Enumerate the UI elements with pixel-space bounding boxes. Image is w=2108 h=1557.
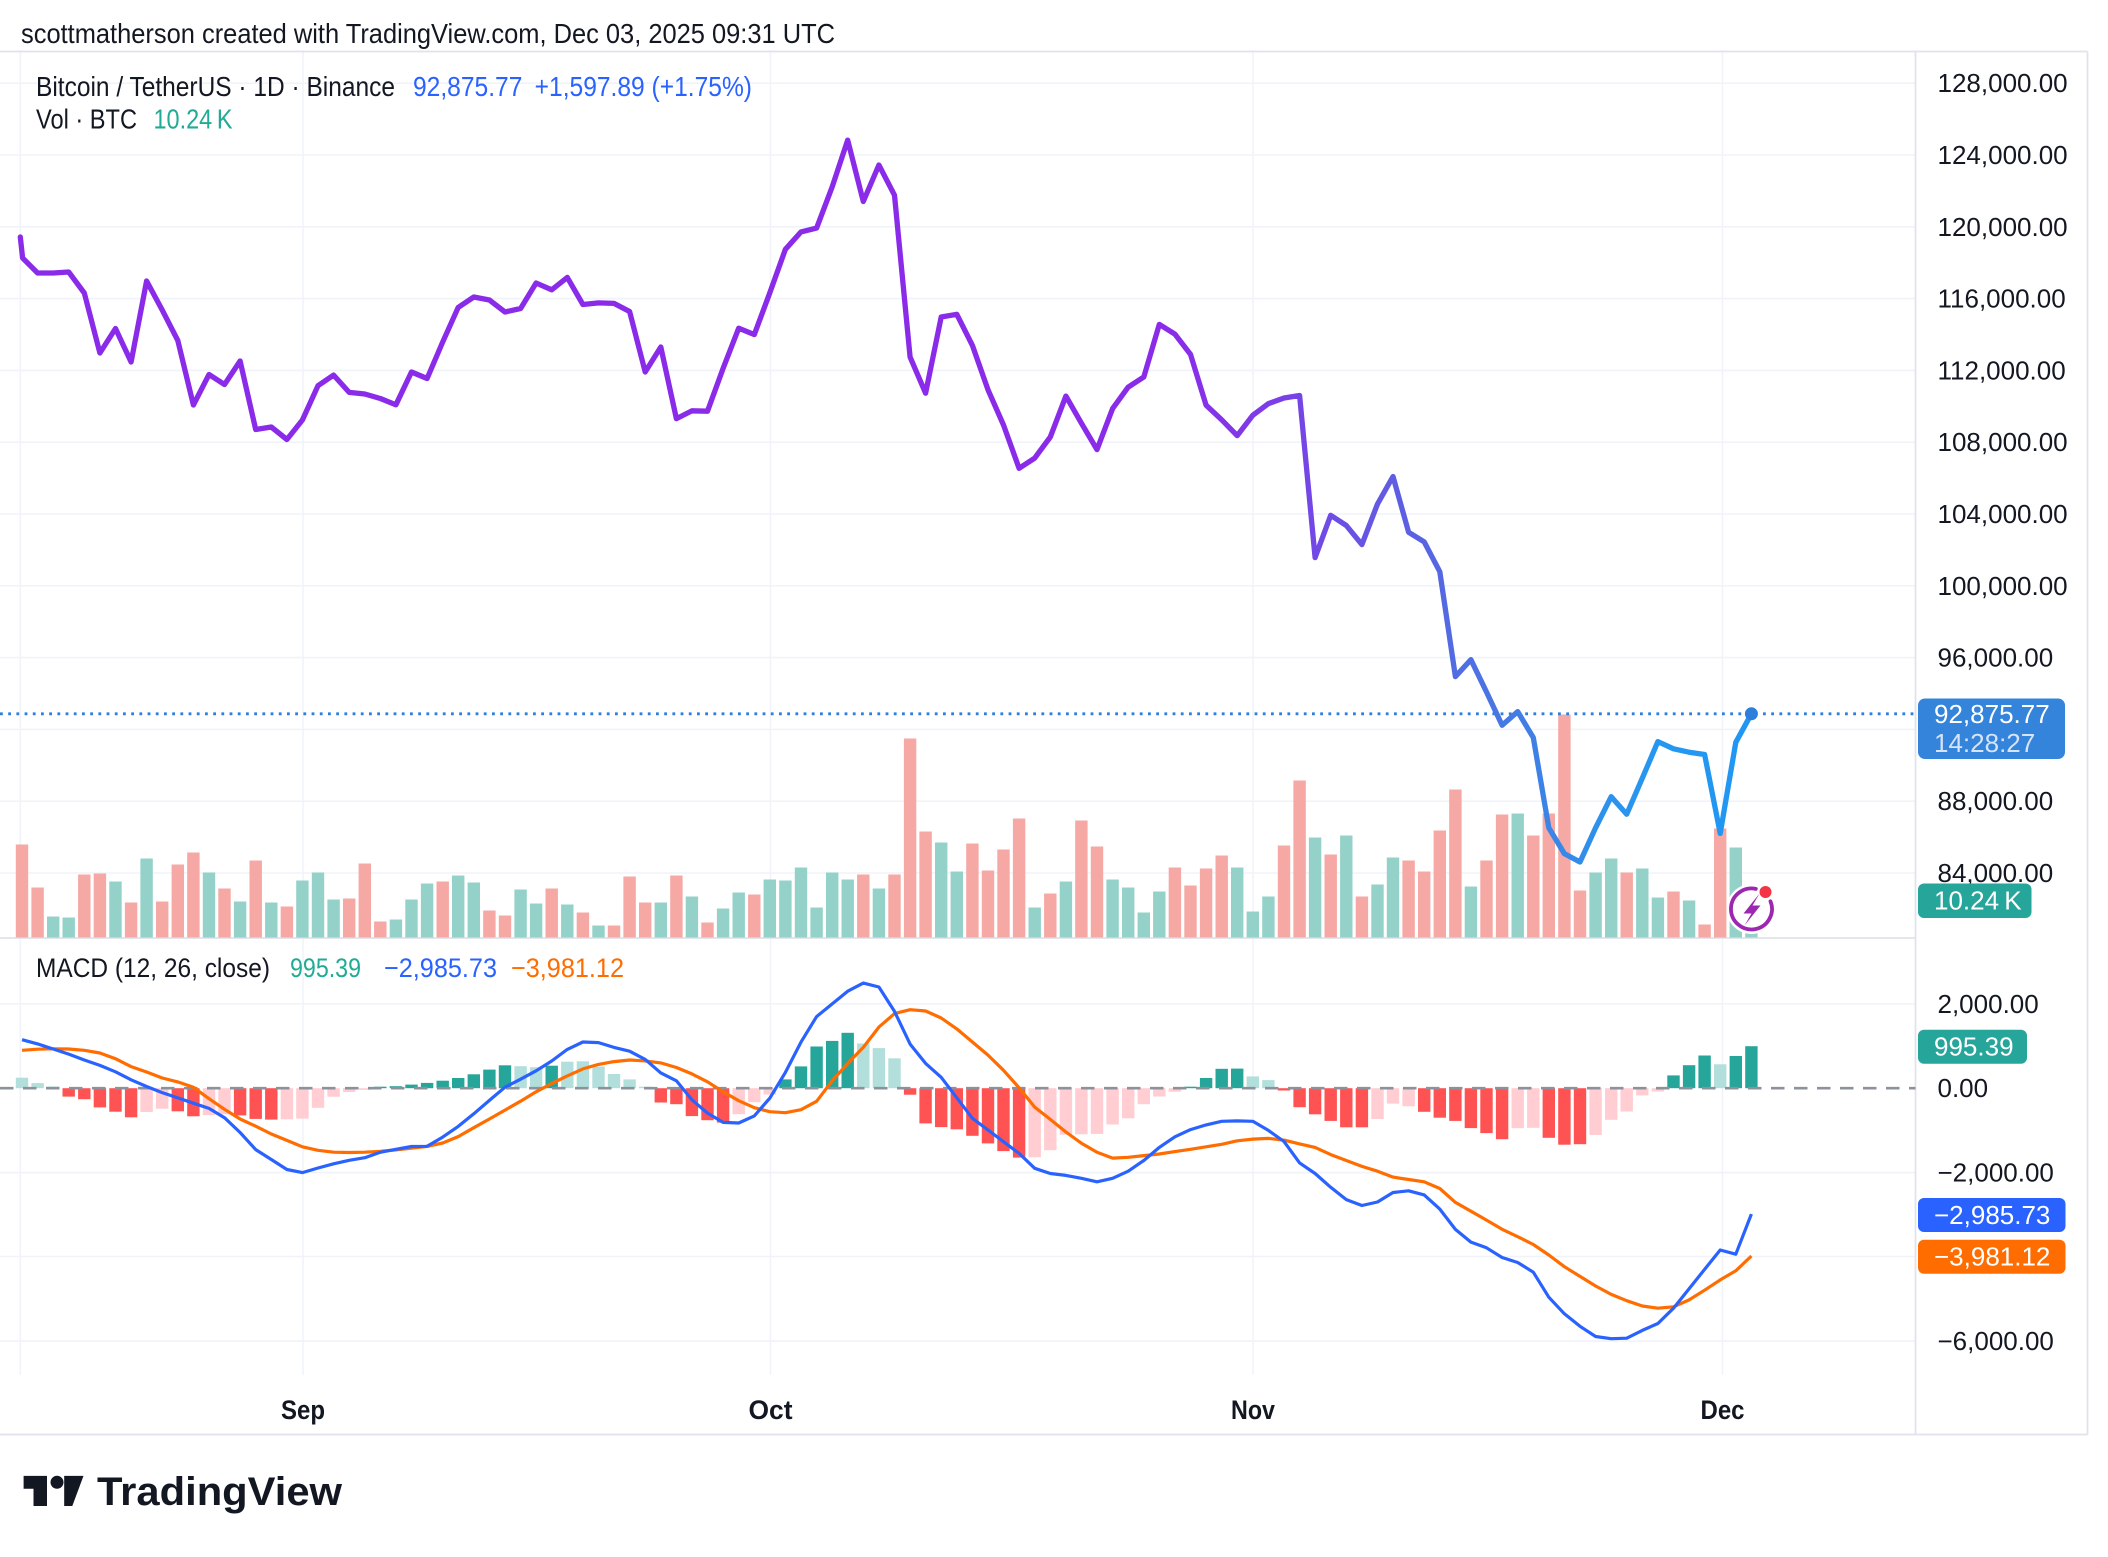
svg-text:10.24 K: 10.24 K — [1934, 886, 2022, 916]
svg-text:14:28:27: 14:28:27 — [1934, 728, 2035, 758]
svg-text:995.39: 995.39 — [1934, 1032, 2014, 1062]
svg-text:128,000.00: 128,000.00 — [1938, 68, 2068, 98]
svg-text:Bitcoin / TetherUS · 1D · Bina: Bitcoin / TetherUS · 1D · Binance — [36, 71, 395, 102]
svg-text:TradingView: TradingView — [97, 1470, 343, 1514]
svg-text:Nov: Nov — [1231, 1395, 1275, 1425]
svg-text:88,000.00: 88,000.00 — [1938, 786, 2054, 816]
svg-text:scottmatherson created with Tr: scottmatherson created with TradingView.… — [21, 18, 835, 49]
svg-text:−2,985.73: −2,985.73 — [384, 953, 497, 983]
svg-text:84,000.00: 84,000.00 — [1938, 858, 2054, 888]
svg-text:120,000.00: 120,000.00 — [1938, 212, 2068, 242]
svg-text:MACD (12, 26, close): MACD (12, 26, close) — [36, 953, 270, 983]
svg-text:−6,000.00: −6,000.00 — [1938, 1326, 2054, 1356]
svg-text:2,000.00: 2,000.00 — [1938, 989, 2039, 1019]
svg-text:100,000.00: 100,000.00 — [1938, 571, 2068, 601]
svg-text:92,875.77 +1,597.89 (+1.75%): 92,875.77 +1,597.89 (+1.75%) — [413, 71, 752, 102]
svg-text:0.00: 0.00 — [1938, 1073, 1989, 1103]
svg-text:Dec: Dec — [1701, 1395, 1745, 1425]
svg-text:−2,000.00: −2,000.00 — [1938, 1158, 2054, 1188]
svg-text:−2,985.73: −2,985.73 — [1934, 1200, 2050, 1230]
svg-text:112,000.00: 112,000.00 — [1938, 355, 2066, 385]
svg-text:995.39: 995.39 — [290, 953, 361, 983]
svg-text:108,000.00: 108,000.00 — [1938, 427, 2068, 457]
svg-text:Vol · BTC: Vol · BTC — [36, 104, 137, 135]
svg-text:92,875.77: 92,875.77 — [1934, 699, 2050, 729]
svg-text:Oct: Oct — [749, 1395, 793, 1425]
svg-text:10.24 K: 10.24 K — [154, 104, 233, 135]
svg-text:124,000.00: 124,000.00 — [1938, 140, 2068, 170]
svg-text:104,000.00: 104,000.00 — [1938, 499, 2068, 529]
svg-text:−3,981.12: −3,981.12 — [1934, 1242, 2050, 1272]
svg-text:−3,981.12: −3,981.12 — [511, 953, 624, 983]
svg-text:Sep: Sep — [281, 1395, 325, 1425]
svg-text:116,000.00: 116,000.00 — [1938, 284, 2066, 314]
svg-text:96,000.00: 96,000.00 — [1938, 643, 2054, 673]
